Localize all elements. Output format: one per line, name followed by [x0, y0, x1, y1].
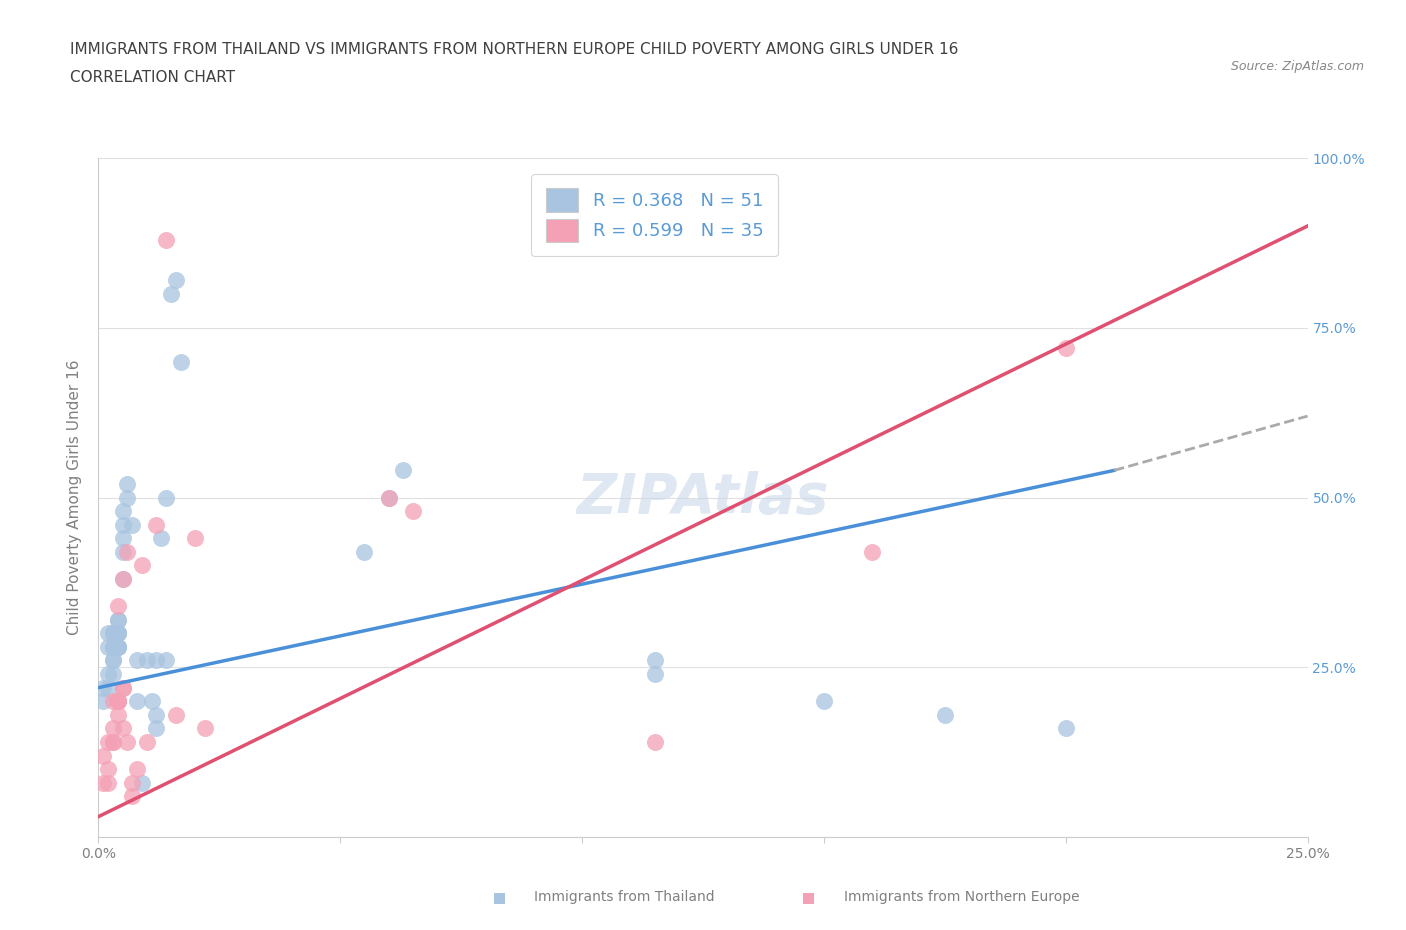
Point [111, 572, 134, 587]
Point [121, 517, 143, 532]
Point [107, 626, 129, 641]
Text: Source: ZipAtlas.com: Source: ZipAtlas.com [1230, 60, 1364, 73]
Point [644, 653, 666, 668]
Point [644, 735, 666, 750]
Point [135, 653, 157, 668]
Point [117, 735, 139, 750]
Point [145, 721, 167, 736]
Point [111, 531, 134, 546]
Point [934, 708, 956, 723]
Point [127, 694, 149, 709]
Text: Immigrants from Thailand: Immigrants from Thailand [534, 890, 714, 905]
Point [145, 517, 167, 532]
Point [101, 640, 124, 655]
Point [97, 667, 120, 682]
Point [107, 640, 129, 655]
Point [160, 286, 183, 301]
Point [131, 558, 153, 573]
Point [121, 776, 143, 790]
Point [91, 694, 114, 709]
Point [131, 776, 153, 790]
Point [101, 640, 124, 655]
Point [107, 612, 129, 627]
Point [101, 667, 124, 682]
Point [127, 653, 149, 668]
Point [145, 708, 167, 723]
Point [117, 544, 139, 559]
Point [111, 680, 134, 695]
Point [194, 721, 217, 736]
Text: ZIPAtlas: ZIPAtlas [576, 471, 830, 525]
Point [1054, 340, 1077, 355]
Legend: R = 0.368   N = 51, R = 0.599   N = 35: R = 0.368 N = 51, R = 0.599 N = 35 [531, 174, 778, 257]
Point [117, 476, 139, 491]
Point [169, 354, 191, 369]
Point [165, 272, 187, 287]
Point [107, 640, 129, 655]
Point [117, 490, 139, 505]
Point [644, 667, 666, 682]
Point [377, 490, 399, 505]
Point [155, 653, 177, 668]
Point [121, 789, 143, 804]
Point [1054, 721, 1077, 736]
Point [155, 232, 177, 247]
Point [107, 626, 129, 641]
Point [101, 653, 124, 668]
Point [101, 626, 124, 641]
Text: ▪: ▪ [801, 887, 817, 908]
Point [111, 572, 134, 587]
Point [101, 735, 124, 750]
Point [97, 762, 120, 777]
Point [97, 776, 120, 790]
Point [101, 735, 124, 750]
Point [91, 680, 114, 695]
Text: CORRELATION CHART: CORRELATION CHART [70, 70, 235, 85]
Point [860, 544, 883, 559]
Point [97, 626, 120, 641]
Point [127, 762, 149, 777]
Point [107, 694, 129, 709]
Point [107, 640, 129, 655]
Point [141, 694, 163, 709]
Point [101, 721, 124, 736]
Point [101, 626, 124, 641]
Point [111, 504, 134, 519]
Point [392, 463, 415, 478]
Point [377, 490, 399, 505]
Y-axis label: Child Poverty Among Girls Under 16: Child Poverty Among Girls Under 16 [67, 360, 83, 635]
Text: Immigrants from Northern Europe: Immigrants from Northern Europe [844, 890, 1080, 905]
Point [97, 680, 120, 695]
Point [155, 490, 177, 505]
Point [145, 653, 167, 668]
Point [97, 735, 120, 750]
Point [107, 694, 129, 709]
Text: ▪: ▪ [492, 887, 508, 908]
Point [91, 776, 114, 790]
Point [111, 721, 134, 736]
Point [91, 748, 114, 763]
Point [353, 544, 375, 559]
Point [107, 694, 129, 709]
Point [107, 626, 129, 641]
Point [111, 680, 134, 695]
Point [165, 708, 187, 723]
Text: IMMIGRANTS FROM THAILAND VS IMMIGRANTS FROM NORTHERN EUROPE CHILD POVERTY AMONG : IMMIGRANTS FROM THAILAND VS IMMIGRANTS F… [70, 42, 959, 57]
Point [107, 599, 129, 614]
Point [107, 708, 129, 723]
Point [111, 517, 134, 532]
Point [111, 544, 134, 559]
Point [97, 640, 120, 655]
Point [813, 694, 835, 709]
Point [402, 504, 425, 519]
Point [184, 531, 207, 546]
Point [101, 694, 124, 709]
Point [101, 653, 124, 668]
Point [135, 735, 157, 750]
Point [107, 612, 129, 627]
Point [150, 531, 173, 546]
